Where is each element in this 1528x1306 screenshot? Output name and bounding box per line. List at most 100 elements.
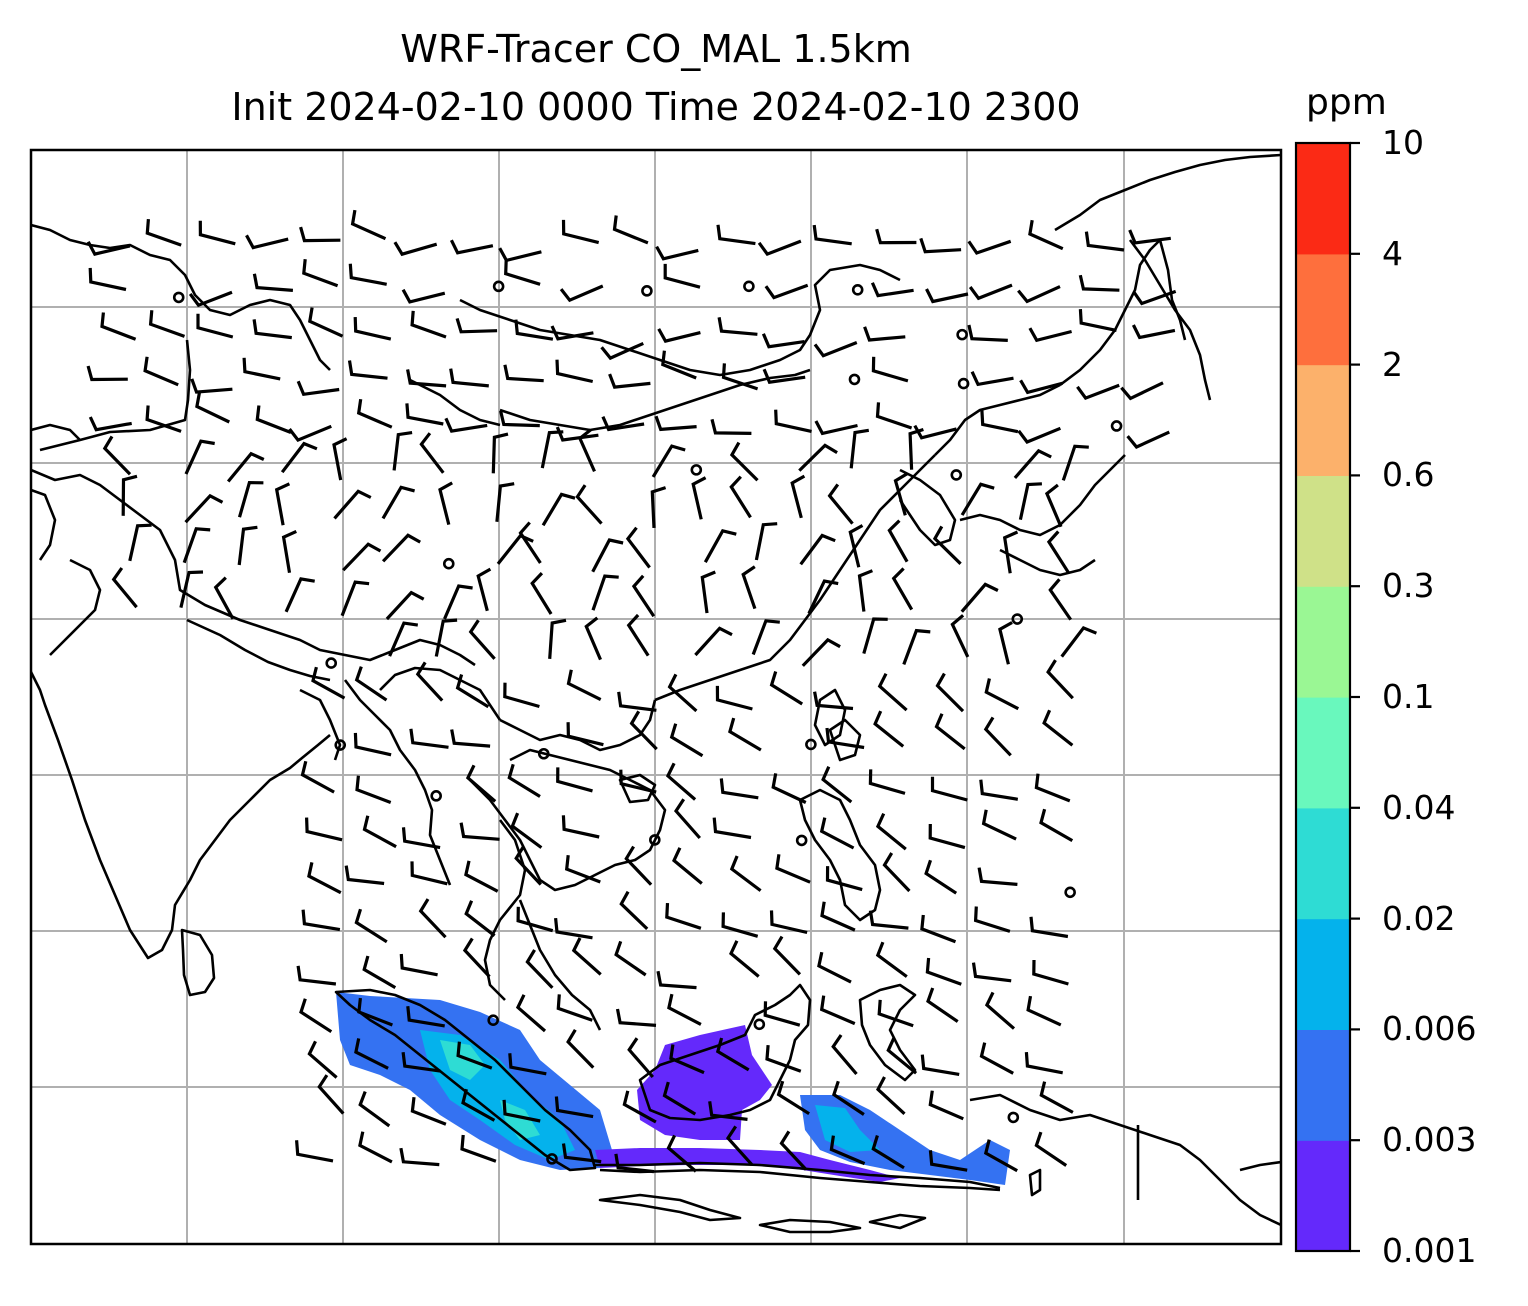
wind-barb — [926, 987, 959, 1023]
wind-barb — [1028, 219, 1064, 251]
wind-barb — [848, 524, 864, 568]
wind-barb — [468, 619, 496, 660]
wind-barb — [530, 571, 553, 615]
colorbar-tick-label: 4 — [1382, 233, 1403, 273]
wind-barb — [934, 713, 966, 751]
wind-barb — [444, 417, 488, 433]
wind-barb — [1034, 1131, 1068, 1167]
calm-wind-marker — [957, 377, 970, 390]
wind-barb — [725, 1125, 754, 1166]
wind-barb — [1126, 430, 1170, 449]
calm-wind-marker — [537, 747, 550, 760]
wind-barb — [1048, 578, 1073, 621]
wind-barb — [525, 949, 554, 989]
wind-barb — [925, 288, 969, 304]
wind-barb — [237, 525, 258, 566]
wind-barb — [656, 970, 697, 990]
wind-barb — [863, 326, 906, 342]
wind-barb — [1060, 625, 1098, 658]
map-panel — [31, 150, 1281, 1244]
wind-barb — [507, 763, 541, 798]
wind-barb — [920, 914, 957, 944]
wind-barb — [462, 937, 491, 978]
wind-barb — [875, 402, 913, 430]
wind-barb — [920, 1054, 960, 1076]
wind-barb — [255, 405, 292, 434]
wind-barb — [455, 674, 490, 709]
coastline-segment — [758, 1218, 862, 1234]
wind-barb — [556, 994, 593, 1022]
coastline-segment — [1028, 1168, 1042, 1197]
wind-barb — [893, 472, 909, 516]
wind-barb — [775, 854, 811, 884]
calm-wind-marker — [956, 328, 968, 341]
wind-barb — [622, 1090, 657, 1124]
wind-barb — [399, 1147, 440, 1167]
wind-barb — [617, 691, 657, 712]
colorbar-segment — [1296, 586, 1350, 698]
wind-barb — [629, 710, 658, 751]
calm-wind-marker — [795, 834, 808, 847]
wind-barb — [717, 317, 758, 336]
colorbar-unit-label: ppm — [1306, 82, 1387, 123]
wind-barb — [295, 1140, 334, 1163]
wind-barb — [694, 626, 733, 657]
map-frame — [29, 148, 1283, 1246]
wind-barb — [406, 369, 447, 388]
wind-barb — [667, 993, 702, 1026]
wind-barb — [919, 237, 962, 254]
wind-barb — [819, 995, 856, 1026]
map-title-line-1: WRF-Tracer CO_MAL 1.5km — [400, 27, 912, 71]
wind-barb — [979, 779, 1019, 801]
wind-barb — [301, 909, 341, 932]
wind-barb — [769, 671, 804, 706]
wind-barb — [121, 474, 138, 516]
colorbar-segment — [1296, 253, 1350, 366]
calm-wind-marker — [690, 464, 703, 476]
wind-barb — [814, 420, 858, 436]
wind-barb — [875, 812, 907, 851]
wind-barb — [401, 288, 446, 304]
wind-barb — [100, 312, 137, 341]
wind-barb — [311, 666, 346, 700]
tracer-concentration-area — [500, 1100, 540, 1140]
wind-barb — [237, 480, 264, 518]
wind-barb — [556, 767, 593, 793]
wind-barb — [196, 313, 234, 339]
wind-barb — [280, 441, 318, 474]
wind-barb — [886, 1036, 918, 1075]
wind-barb — [455, 317, 498, 334]
wind-barb — [663, 263, 701, 289]
wind-barb — [960, 582, 999, 613]
wind-barb — [561, 1143, 602, 1164]
wind-barb — [443, 584, 473, 620]
wind-barb — [977, 867, 1018, 886]
wind-barb — [930, 776, 968, 802]
wind-barb — [708, 1101, 748, 1121]
calm-wind-marker — [641, 285, 653, 297]
wind-barb — [967, 239, 1012, 255]
wind-barb — [460, 1134, 497, 1163]
coastline-segment — [180, 928, 216, 997]
wind-barb — [561, 219, 600, 245]
wind-barb — [877, 672, 908, 712]
wind-barb — [887, 519, 909, 563]
wind-barb — [296, 965, 337, 986]
wind-barb — [355, 775, 392, 804]
coastline-segment — [499, 699, 657, 752]
wind-barb — [657, 328, 701, 343]
wind-barbs — [86, 209, 1177, 1174]
wind-barb — [1078, 274, 1120, 292]
wind-barb — [242, 357, 281, 381]
wind-barb — [715, 685, 753, 711]
coastline-segment — [999, 548, 1096, 577]
wind-barb — [548, 618, 567, 660]
wind-barb — [342, 542, 382, 572]
colorbar-tick-label: 0.006 — [1382, 1009, 1477, 1049]
coastline-segment — [868, 1213, 927, 1230]
calm-wind-marker — [649, 834, 661, 846]
wind-barb — [817, 951, 852, 984]
wind-barb — [415, 661, 444, 702]
wind-barb — [908, 427, 924, 470]
colorbar-segment — [1296, 807, 1350, 920]
